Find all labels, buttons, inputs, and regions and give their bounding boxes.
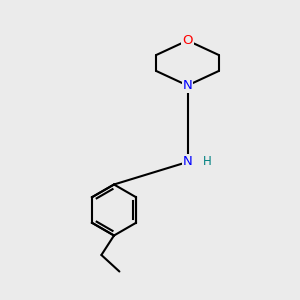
Text: O: O (182, 34, 193, 47)
Text: H: H (202, 155, 211, 169)
Text: N: N (183, 79, 192, 92)
Text: N: N (183, 155, 192, 169)
